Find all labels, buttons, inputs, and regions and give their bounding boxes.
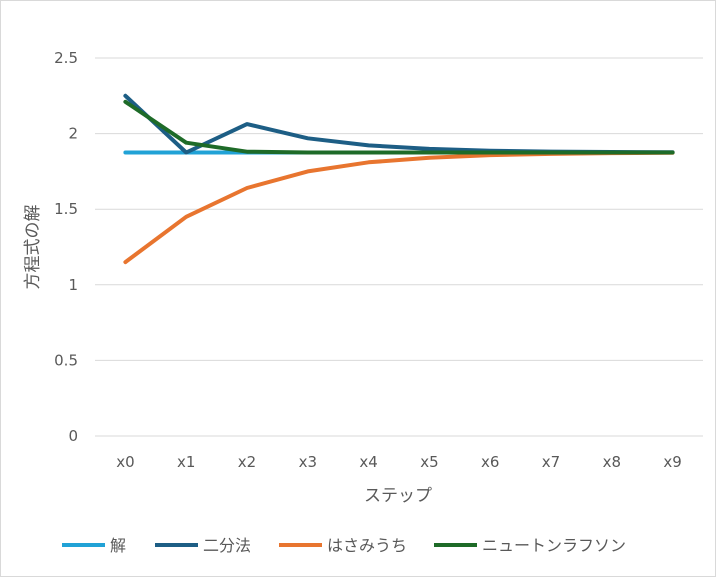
x-tick-label: x4 bbox=[359, 453, 377, 471]
x-tick-label: x7 bbox=[542, 453, 560, 471]
y-tick-labels: 0 0.5 1 1.5 2 2.5 bbox=[54, 49, 78, 445]
x-tick-label: x3 bbox=[299, 453, 317, 471]
y-tick-label: 1.5 bbox=[54, 200, 78, 218]
x-tick-label: x1 bbox=[177, 453, 195, 471]
y-axis-title: 方程式の解 bbox=[23, 205, 43, 290]
legend-label: 解 bbox=[110, 536, 126, 555]
series-lines bbox=[123, 93, 675, 265]
y-tick-label: 0 bbox=[68, 427, 78, 445]
legend-label: はさみうち bbox=[327, 536, 407, 555]
y-tick-label: 2 bbox=[68, 125, 78, 143]
y-tick-label: 2.5 bbox=[54, 49, 78, 67]
x-tick-label: x8 bbox=[603, 453, 621, 471]
x-tick-label: x0 bbox=[116, 453, 134, 471]
x-axis-title: ステップ bbox=[364, 486, 432, 506]
x-tick-label: x5 bbox=[420, 453, 438, 471]
legend-label: ニュートンラフソン bbox=[482, 536, 626, 555]
x-tick-label: x9 bbox=[663, 453, 681, 471]
y-tick-label: 0.5 bbox=[54, 351, 78, 369]
y-tick-label: 1 bbox=[68, 276, 78, 294]
legend: 解 二分法 はさみうち ニュートンラフソン bbox=[62, 536, 626, 555]
x-tick-labels: x0 x1 x2 x3 x4 x5 x6 x7 x8 x9 bbox=[116, 453, 682, 471]
x-tick-label: x6 bbox=[481, 453, 499, 471]
legend-label: 二分法 bbox=[203, 536, 251, 555]
series-line-3 bbox=[123, 99, 675, 155]
gridlines bbox=[95, 57, 703, 437]
series-line-2 bbox=[123, 150, 675, 265]
x-tick-label: x2 bbox=[238, 453, 256, 471]
